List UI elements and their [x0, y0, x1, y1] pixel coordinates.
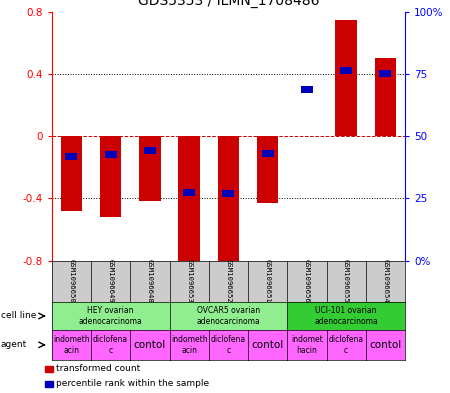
Bar: [222, 190, 234, 197]
Bar: [379, 70, 392, 77]
Text: diclofena
c: diclofena c: [93, 335, 128, 354]
Text: transformed count: transformed count: [56, 364, 140, 373]
Text: contol: contol: [369, 340, 401, 350]
Bar: [139, 136, 161, 202]
Bar: [61, 136, 82, 211]
Bar: [218, 136, 239, 264]
Text: OVCAR5 ovarian
adenocarcinoma: OVCAR5 ovarian adenocarcinoma: [197, 306, 260, 326]
Text: indomet
hacin: indomet hacin: [291, 335, 323, 354]
Bar: [178, 136, 200, 264]
Title: GDS5353 / ILMN_1708486: GDS5353 / ILMN_1708486: [138, 0, 319, 8]
Text: percentile rank within the sample: percentile rank within the sample: [56, 379, 209, 388]
Bar: [340, 67, 352, 74]
Bar: [144, 147, 156, 154]
Text: GSM1096651: GSM1096651: [265, 259, 270, 303]
Text: cell line: cell line: [1, 312, 36, 320]
Text: GSM1096648: GSM1096648: [147, 259, 153, 303]
Bar: [301, 86, 313, 93]
Bar: [374, 59, 396, 136]
Text: UCI-101 ovarian
adenocarcinoma: UCI-101 ovarian adenocarcinoma: [314, 306, 378, 326]
Text: GSM1096655: GSM1096655: [343, 259, 349, 303]
Text: GSM1096649: GSM1096649: [108, 259, 114, 303]
Text: GSM1096654: GSM1096654: [382, 259, 388, 303]
Text: contol: contol: [134, 340, 166, 350]
Text: GSM1096652: GSM1096652: [225, 259, 231, 303]
Bar: [335, 20, 357, 136]
Text: HEY ovarian
adenocarcinoma: HEY ovarian adenocarcinoma: [79, 306, 143, 326]
Bar: [100, 136, 122, 217]
Text: contol: contol: [252, 340, 284, 350]
Bar: [45, 366, 53, 372]
Text: indometh
acin: indometh acin: [53, 335, 90, 354]
Text: diclofena
c: diclofena c: [328, 335, 364, 354]
Text: agent: agent: [1, 340, 27, 349]
Bar: [65, 153, 77, 160]
Bar: [105, 151, 117, 158]
Text: GSM1096656: GSM1096656: [304, 259, 310, 303]
Bar: [183, 189, 195, 196]
Bar: [45, 380, 53, 387]
Text: GSM1096650: GSM1096650: [68, 259, 74, 303]
Text: indometh
acin: indometh acin: [171, 335, 207, 354]
Bar: [262, 150, 274, 157]
Bar: [257, 136, 279, 203]
Text: diclofena
c: diclofena c: [211, 335, 246, 354]
Text: GSM1096653: GSM1096653: [186, 259, 192, 303]
